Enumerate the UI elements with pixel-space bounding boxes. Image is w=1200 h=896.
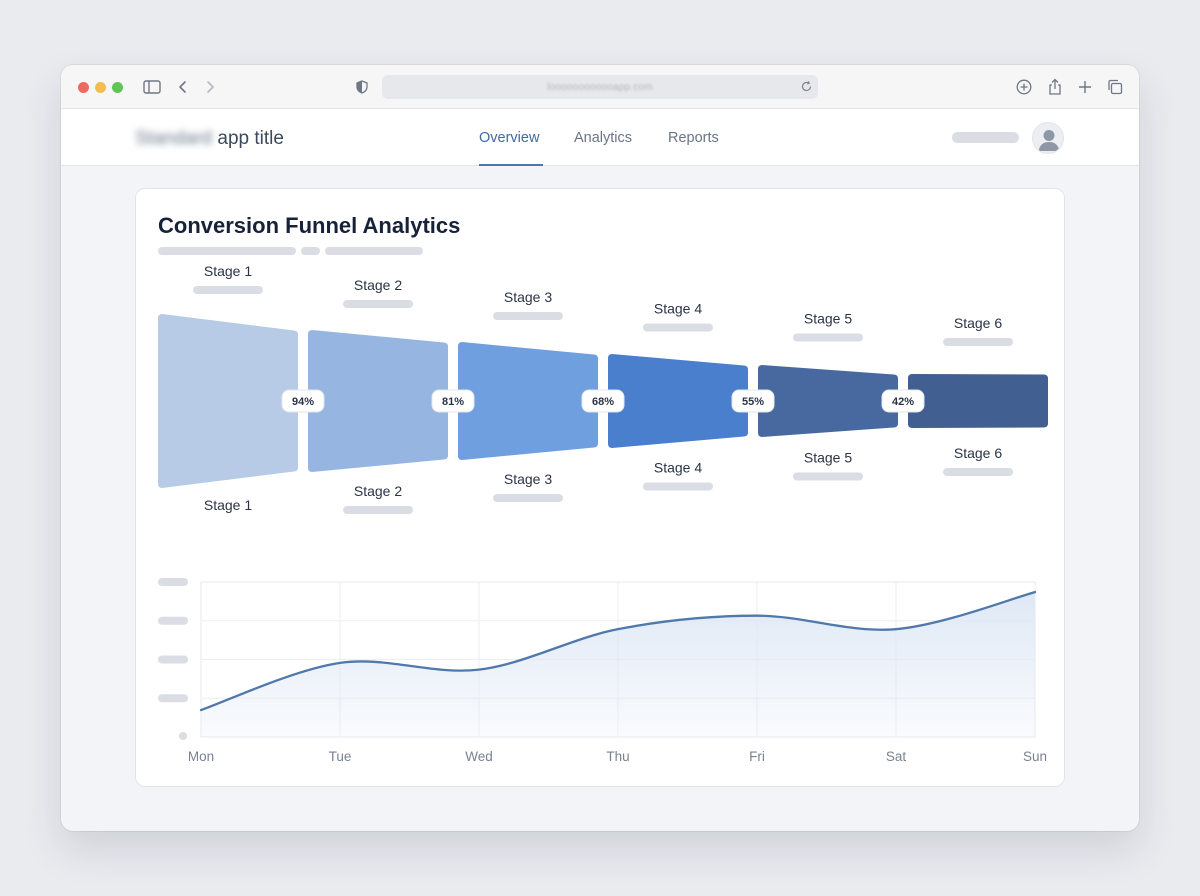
funnel-card: Conversion Funnel Analytics Stage 1 Stage…: [135, 188, 1065, 787]
stage-value-placeholder: [793, 333, 863, 342]
close-window-button[interactable]: [78, 82, 89, 93]
stage-value-placeholder: [343, 506, 413, 514]
y-tick-placeholder: [158, 655, 188, 664]
x-tick-label: Sat: [886, 749, 907, 764]
conversion-rate-label: 81%: [442, 396, 464, 408]
new-tab-icon[interactable]: [1074, 76, 1096, 98]
conversion-rate-badge: 81%: [431, 389, 475, 413]
browser-window: loooooooooooapp.com Standard app title O…: [61, 65, 1139, 831]
address-bar[interactable]: loooooooooooapp.com: [382, 75, 818, 99]
trend-chart: Mon Tue Wed Thu Fri Sat Sun: [158, 578, 1047, 764]
funnel-segment[interactable]: [908, 374, 1048, 428]
stage-label-top: Stage 6: [954, 315, 1002, 331]
stage-label-bottom: Stage 6: [954, 445, 1002, 461]
browser-toolbar: loooooooooooapp.com: [61, 65, 1139, 109]
subtitle-placeholder: [325, 247, 423, 255]
conversion-rate-label: 94%: [292, 396, 314, 408]
back-icon[interactable]: [172, 76, 194, 98]
username-placeholder: [952, 132, 1019, 143]
stage-value-placeholder: [493, 312, 563, 320]
conversion-rate-badge: 42%: [881, 389, 925, 413]
user-icon: [1038, 130, 1060, 151]
shield-icon[interactable]: [351, 76, 373, 98]
stage-label-bottom: Stage 3: [504, 471, 552, 487]
tab-reports[interactable]: Reports: [668, 129, 719, 146]
x-tick-label: Sun: [1023, 749, 1047, 764]
conversion-rate-badge: 94%: [281, 389, 325, 413]
subtitle-placeholder: [158, 247, 296, 255]
stage-label-bottom: Stage 1: [204, 497, 252, 513]
avatar[interactable]: [1032, 122, 1064, 154]
minimize-window-button[interactable]: [95, 82, 106, 93]
x-tick-label: Tue: [329, 749, 352, 764]
stage-label-bottom: Stage 4: [654, 460, 702, 476]
stage-value-placeholder: [943, 468, 1013, 476]
stage-label-top: Stage 2: [354, 277, 402, 293]
tab-overview[interactable]: Overview: [479, 129, 540, 146]
y-tick-placeholder: [158, 578, 188, 586]
tab-analytics[interactable]: Analytics: [574, 129, 633, 146]
funnel-chart: Stage 1 Stage 1 Stage 2 Stage 2 Stage 3 Stage…: [158, 263, 1048, 514]
conversion-rate-badge: 68%: [581, 389, 625, 413]
download-icon[interactable]: [1013, 76, 1035, 98]
app-title-blurred: Standard: [135, 128, 213, 149]
x-tick-label: Fri: [749, 749, 765, 764]
x-tick-label: Mon: [188, 749, 214, 764]
area-fill: [201, 592, 1035, 737]
url-text: loooooooooooapp.com: [547, 81, 653, 93]
stage-label-bottom: Stage 2: [354, 483, 402, 499]
card-title: Conversion Funnel Analytics: [158, 213, 461, 238]
share-icon[interactable]: [1044, 76, 1066, 98]
maximize-window-button[interactable]: [112, 82, 123, 93]
stage-value-placeholder: [643, 482, 713, 491]
forward-icon[interactable]: [199, 76, 221, 98]
conversion-rate-label: 42%: [892, 396, 914, 408]
stage-value-placeholder: [343, 300, 413, 308]
stage-label-top: Stage 3: [504, 289, 552, 305]
stage-value-placeholder: [493, 494, 563, 502]
y-tick-placeholder: [158, 616, 188, 625]
funnel-segment[interactable]: [308, 330, 448, 472]
funnel-segment[interactable]: [458, 342, 598, 460]
app-title: Standard app title: [135, 128, 284, 150]
funnel-segment[interactable]: [608, 354, 748, 448]
funnel-segment[interactable]: [158, 314, 298, 488]
y-tick-placeholder: [158, 694, 188, 703]
conversion-rate-label: 68%: [592, 396, 614, 408]
funnel-segment[interactable]: [758, 365, 898, 437]
stage-value-placeholder: [793, 472, 863, 481]
app-title-text: app title: [217, 128, 284, 149]
stage-value-placeholder: [193, 286, 263, 294]
stage-value-placeholder: [943, 338, 1013, 346]
stage-label-bottom: Stage 5: [804, 450, 852, 466]
series-line: [199, 590, 1037, 712]
subtitle-placeholder: [301, 247, 320, 255]
tabs-overview-icon[interactable]: [1104, 76, 1126, 98]
stage-label-top: Stage 5: [804, 311, 852, 327]
y-tick-placeholder: [179, 732, 187, 740]
conversion-rate-badge: 55%: [731, 389, 775, 413]
conversion-rate-label: 55%: [742, 396, 764, 408]
x-tick-label: Wed: [465, 749, 493, 764]
app-header: Standard app title Overview Analytics Re…: [61, 109, 1139, 166]
stage-label-top: Stage 1: [204, 263, 252, 279]
x-tick-label: Thu: [606, 749, 629, 764]
sidebar-icon[interactable]: [141, 76, 163, 98]
reload-icon[interactable]: [800, 80, 813, 98]
active-tab-indicator: [479, 164, 543, 166]
stage-value-placeholder: [643, 323, 713, 332]
stage-label-top: Stage 4: [654, 301, 702, 317]
